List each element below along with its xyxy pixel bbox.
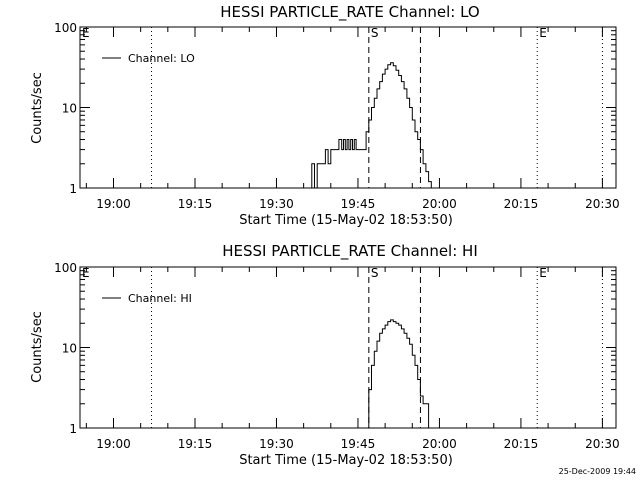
x-tick-label: 20:15 <box>504 197 539 211</box>
x-axis-label-hi: Start Time (15-May-02 18:53:50) <box>239 453 453 468</box>
y-axis-label-lo: Counts/sec <box>30 72 45 144</box>
data-series-hi <box>366 319 430 429</box>
y-tick-label: 10 <box>62 102 77 116</box>
y-ticks-hi: 1 10 100 <box>54 261 616 436</box>
marker-label: S <box>371 26 379 40</box>
legend-label-lo: Channel: LO <box>128 52 195 65</box>
marker-label: S <box>371 266 379 280</box>
x-tick-label: 19:00 <box>96 437 131 451</box>
x-tick-label: 20:30 <box>585 437 620 451</box>
y-tick-label: 1 <box>69 422 77 436</box>
y-axis-label-hi: Counts/sec <box>30 311 45 383</box>
y-tick-label: 100 <box>54 261 77 275</box>
marker-label: E <box>82 266 90 280</box>
y-tick-label: 1 <box>69 182 77 196</box>
chart-title-hi: HESSI PARTICLE_RATE Channel: HI <box>222 242 478 261</box>
panel-hi: HESSI PARTICLE_RATE Channel: HI 1 10 100 1… <box>30 242 620 468</box>
panel-lo: HESSI PARTICLE_RATE Channel: LO 1 10 100 1… <box>30 3 620 228</box>
x-tick-label: 19:15 <box>178 437 213 451</box>
x-axis-label-lo: Start Time (15-May-02 18:53:50) <box>239 213 453 228</box>
footer-timestamp: 25-Dec-2009 19:44 <box>559 467 636 476</box>
marker-label: E <box>539 266 547 280</box>
x-tick-label: 20:00 <box>422 197 457 211</box>
x-tick-label: 20:00 <box>422 437 457 451</box>
marker-label: E <box>82 26 90 40</box>
x-tick-label: 19:30 <box>259 197 294 211</box>
x-ticks-lo: 19:00 19:15 19:30 19:45 20:00 20:15 20:30 <box>85 27 620 211</box>
data-series-lo <box>309 62 432 189</box>
x-tick-label: 20:30 <box>585 197 620 211</box>
legend-label-hi: Channel: HI <box>128 292 192 305</box>
x-tick-label: 19:45 <box>341 197 376 211</box>
marker-label: E <box>539 26 547 40</box>
x-tick-label: 19:00 <box>96 197 131 211</box>
x-tick-label: 20:15 <box>504 437 539 451</box>
y-ticks-lo: 1 10 100 <box>54 21 616 196</box>
y-tick-label: 100 <box>54 21 77 35</box>
y-tick-label: 10 <box>62 342 77 356</box>
x-tick-label: 19:30 <box>259 437 294 451</box>
chart-title-lo: HESSI PARTICLE_RATE Channel: LO <box>220 3 479 22</box>
x-tick-label: 19:45 <box>341 437 376 451</box>
legend-lo: Channel: LO <box>102 52 195 65</box>
x-tick-label: 19:15 <box>178 197 213 211</box>
legend-hi: Channel: HI <box>102 292 192 305</box>
x-ticks-hi: 19:00 19:15 19:30 19:45 20:00 20:15 20:30 <box>85 267 620 451</box>
